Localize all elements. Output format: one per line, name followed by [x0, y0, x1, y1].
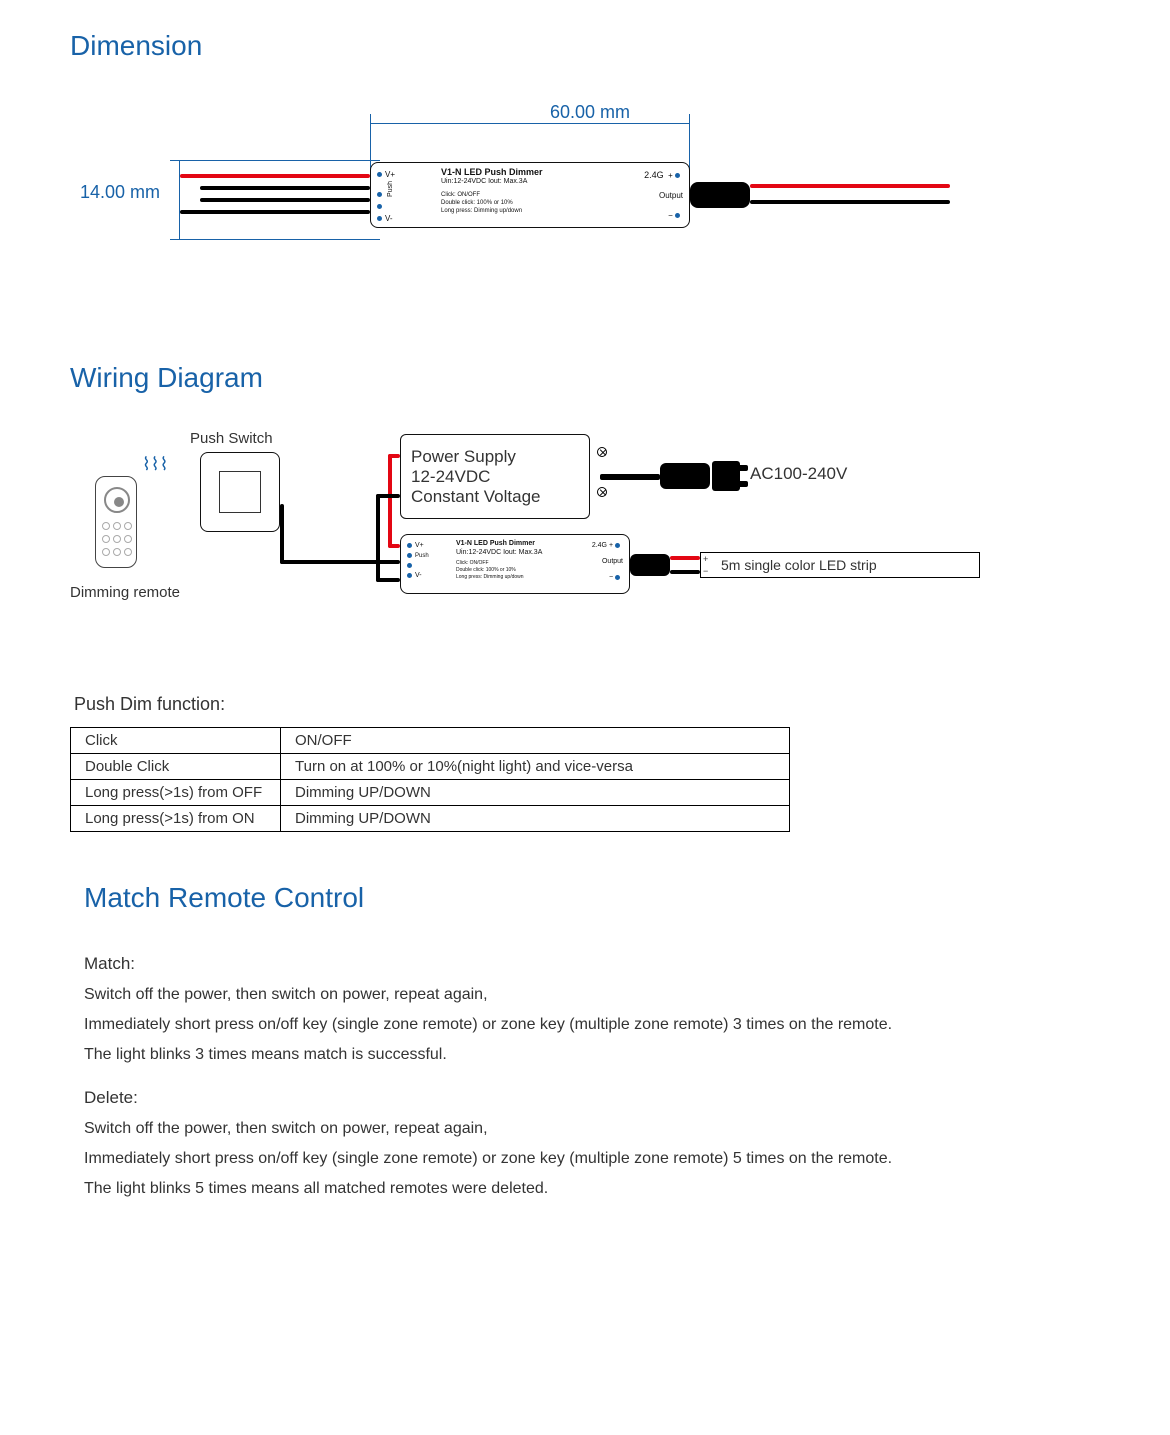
- wire-output-minus: [750, 200, 950, 204]
- cell: Long press(>1s) from OFF: [71, 780, 281, 806]
- psupply-line3: Constant Voltage: [411, 487, 579, 507]
- wire-ps-pos-down: [388, 454, 392, 548]
- cell: Dimming UP/DOWN: [281, 780, 790, 806]
- led-strip-box: + − 5m single color LED strip: [700, 552, 980, 578]
- pin-vminus: V-: [415, 572, 422, 579]
- delete-subhead: Delete:: [84, 1088, 1100, 1108]
- table-row: Double ClickTurn on at 100% or 10%(night…: [71, 754, 790, 780]
- cell: Long press(>1s) from ON: [71, 806, 281, 832]
- pin-vplus: V+: [385, 170, 395, 179]
- cell: Dimming UP/DOWN: [281, 806, 790, 832]
- out-plus: +: [609, 542, 613, 549]
- match-line: Immediately short press on/off key (sing…: [84, 1010, 1100, 1040]
- table-row: Long press(>1s) from OFFDimming UP/DOWN: [71, 780, 790, 806]
- wire-input-vminus: [180, 210, 370, 214]
- remote-caption: Dimming remote: [70, 584, 180, 601]
- wire-output-sheath: [690, 182, 750, 208]
- wire-input-vplus: [180, 174, 370, 178]
- match-line: The light blinks 3 times means match is …: [84, 1040, 1100, 1070]
- rf-signal-icon: ⌇⌇⌇: [142, 454, 168, 475]
- device-note2: Double click: 100% or 10%: [441, 200, 513, 206]
- wire-input-push2: [200, 198, 370, 202]
- device-title: V1-N LED Push Dimmer: [441, 167, 619, 177]
- delete-line: Immediately short press on/off key (sing…: [84, 1144, 1100, 1174]
- dimension-height-bracket: [170, 160, 190, 240]
- device-sub: Uin:12-24VDC Iout: Max.3A: [456, 548, 574, 557]
- pin-push: Push: [415, 553, 429, 559]
- dimension-width-bracket: [370, 114, 690, 134]
- cell: Click: [71, 728, 281, 754]
- strip-label: 5m single color LED strip: [721, 557, 877, 573]
- out-minus: −: [609, 574, 613, 581]
- push-switch-label: Push Switch: [190, 430, 273, 447]
- psupply-line1: Power Supply: [411, 447, 579, 467]
- remote-control: [95, 476, 137, 568]
- wire-strip-neg: [670, 570, 700, 574]
- wiring-heading: Wiring Diagram: [70, 362, 1100, 394]
- wire-ac: [600, 474, 660, 480]
- dimension-height-label: 14.00 mm: [80, 182, 160, 203]
- pin-push: Push: [385, 181, 397, 197]
- wiring-figure: ⌇⌇⌇ Dimming remote Push Switch Power Sup…: [70, 434, 970, 654]
- out-minus: −: [668, 211, 673, 220]
- device-note3: Long press: Dimming up/down: [441, 208, 522, 214]
- pin-vminus: V-: [385, 214, 393, 223]
- dimmer-device: V+ Push V- V1-N LED Push Dimmer Uin:12-2…: [370, 162, 690, 228]
- dimmer-device-wiring: V+ Push V- V1-N LED Push Dimmer Uin:12-2…: [400, 534, 630, 594]
- remote-wheel-icon: [104, 487, 130, 513]
- power-supply-box: Power Supply 12-24VDC Constant Voltage: [400, 434, 590, 519]
- ac-label: AC100-240V: [750, 464, 847, 484]
- wire-ps-pos-in: [388, 544, 400, 548]
- out-plus: +: [668, 171, 673, 180]
- ac-plug-icon: [660, 459, 740, 493]
- device-note1: Click: ON/OFF: [456, 560, 489, 566]
- psupply-line2: 12-24VDC: [411, 467, 579, 487]
- strip-minus: −: [703, 566, 708, 576]
- device-sub: Uin:12-24VDC Iout: Max.3A: [441, 177, 619, 187]
- match-subhead: Match:: [84, 954, 1100, 974]
- lamp-icon: [597, 487, 607, 497]
- pin-vplus: V+: [415, 542, 424, 549]
- wifi-icon: 2.4G: [644, 170, 664, 180]
- device-note2: Double click: 100% or 10%: [456, 567, 516, 573]
- cell: ON/OFF: [281, 728, 790, 754]
- wire-ps-neg-down: [376, 494, 380, 582]
- cell: Turn on at 100% or 10%(night light) and …: [281, 754, 790, 780]
- push-switch: [200, 452, 280, 532]
- wire-pswitch-to-dimmer: [280, 560, 400, 564]
- delete-line: The light blinks 5 times means all match…: [84, 1174, 1100, 1204]
- wire-strip-pos: [670, 556, 700, 560]
- dimension-heading: Dimension: [70, 30, 1100, 62]
- device-note3: Long press: Dimming up/down: [456, 574, 524, 580]
- output-label: Output: [659, 191, 683, 200]
- wire-input-push1: [200, 186, 370, 190]
- dimension-figure: 60.00 mm 14.00 mm V+ Push V- V1-N LED Pu…: [70, 102, 970, 302]
- match-heading: Match Remote Control: [84, 882, 1100, 914]
- lamp-icon: [597, 447, 607, 457]
- wire-ps-neg-in: [376, 578, 400, 582]
- wire-pswitch-down: [280, 504, 284, 564]
- cell: Double Click: [71, 754, 281, 780]
- push-dim-title: Push Dim function:: [74, 694, 1100, 715]
- table-row: ClickON/OFF: [71, 728, 790, 754]
- delete-line: Switch off the power, then switch on pow…: [84, 1114, 1100, 1144]
- output-label: Output: [602, 558, 623, 565]
- strip-plus: +: [703, 554, 708, 564]
- wifi-icon: 2.4G: [592, 542, 607, 549]
- match-line: Switch off the power, then switch on pow…: [84, 980, 1100, 1010]
- push-dim-table: ClickON/OFF Double ClickTurn on at 100% …: [70, 727, 790, 832]
- device-title: V1-N LED Push Dimmer: [456, 539, 574, 548]
- device-note1: Click: ON/OFF: [441, 192, 480, 198]
- wire-output-plus: [750, 184, 950, 188]
- wire-sheath-out: [630, 554, 670, 576]
- table-row: Long press(>1s) from ONDimming UP/DOWN: [71, 806, 790, 832]
